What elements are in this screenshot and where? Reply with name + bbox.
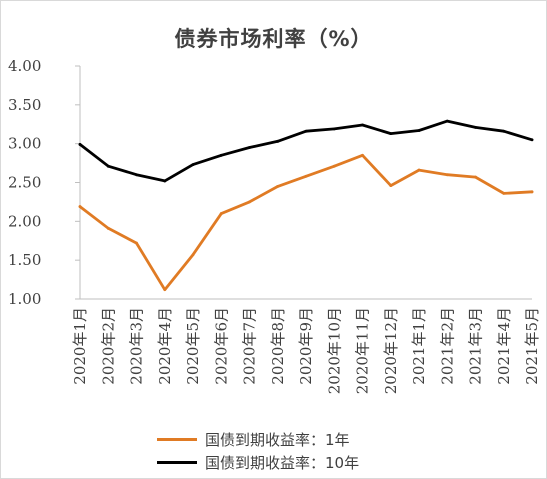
data-point-10y bbox=[389, 132, 393, 135]
data-point-10y bbox=[417, 129, 421, 132]
data-point-1y bbox=[163, 288, 167, 292]
y-tick-label: 1.00 bbox=[8, 290, 41, 308]
x-tick-label: 2021年5月 bbox=[523, 307, 541, 385]
data-point-1y bbox=[445, 173, 449, 177]
x-tick-label: 2020年6月 bbox=[212, 307, 230, 385]
data-point-10y bbox=[248, 146, 251, 149]
y-tick-label: 4.00 bbox=[8, 57, 41, 75]
x-tick-label: 2020年12月 bbox=[382, 307, 400, 394]
data-point-1y bbox=[474, 175, 477, 179]
data-point-10y bbox=[191, 163, 195, 167]
data-point-1y bbox=[135, 241, 138, 245]
data-point-1y bbox=[78, 205, 82, 208]
data-point-1y bbox=[276, 184, 280, 188]
legend-label-1y: 国债到期收益率：1年 bbox=[205, 431, 350, 449]
legend-swatch-1y bbox=[157, 438, 197, 441]
x-tick-label: 2020年1月 bbox=[71, 307, 89, 385]
y-tick-label: 3.50 bbox=[8, 96, 41, 114]
data-point-10y bbox=[276, 139, 280, 143]
data-point-1y bbox=[332, 164, 336, 168]
data-point-10y bbox=[361, 123, 364, 127]
x-tick-label: 2020年8月 bbox=[269, 307, 287, 385]
x-tick-label: 2021年1月 bbox=[410, 307, 428, 385]
chart-title: 债券市场利率（%） bbox=[174, 27, 373, 51]
data-point-1y bbox=[106, 226, 110, 230]
x-tick-label: 2020年7月 bbox=[241, 307, 259, 385]
x-tick-label: 2020年10月 bbox=[325, 307, 343, 394]
data-point-10y bbox=[474, 125, 477, 129]
x-tick-label: 2020年2月 bbox=[99, 307, 117, 385]
data-point-1y bbox=[304, 174, 308, 178]
x-tick-label: 2020年3月 bbox=[128, 307, 146, 385]
x-tick-label: 2021年3月 bbox=[467, 307, 485, 385]
data-point-1y bbox=[389, 184, 393, 188]
data-point-10y bbox=[445, 119, 449, 123]
data-point-1y bbox=[248, 200, 251, 204]
y-tick-label: 3.00 bbox=[8, 135, 41, 153]
data-point-1y bbox=[219, 212, 223, 215]
data-point-10y bbox=[502, 129, 506, 133]
y-tick-label: 2.50 bbox=[8, 174, 41, 192]
data-point-10y bbox=[304, 129, 308, 133]
data-point-10y bbox=[135, 173, 138, 177]
data-point-10y bbox=[219, 153, 223, 157]
data-point-1y bbox=[361, 153, 364, 157]
y-tick-label: 2.00 bbox=[8, 212, 41, 230]
x-tick-label: 2020年5月 bbox=[184, 307, 202, 385]
x-tick-label: 2021年2月 bbox=[438, 307, 456, 385]
data-point-10y bbox=[78, 143, 82, 146]
legend-item-1y: 国债到期收益率：1年 bbox=[157, 429, 350, 450]
x-tick-label: 2020年11月 bbox=[354, 307, 372, 394]
legend-swatch-10y bbox=[157, 461, 197, 464]
data-point-1y bbox=[530, 190, 534, 194]
legend-item-10y: 国债到期收益率：10年 bbox=[157, 452, 359, 473]
data-point-10y bbox=[163, 179, 167, 183]
data-point-1y bbox=[417, 168, 421, 172]
x-tick-label: 2021年4月 bbox=[495, 307, 513, 385]
data-point-10y bbox=[106, 164, 110, 168]
data-point-1y bbox=[191, 253, 195, 257]
data-point-10y bbox=[530, 138, 534, 142]
data-point-10y bbox=[332, 127, 336, 131]
x-tick-label: 2020年4月 bbox=[156, 307, 174, 385]
data-point-1y bbox=[502, 191, 506, 195]
y-tick-label: 1.50 bbox=[8, 251, 41, 269]
legend-label-10y: 国债到期收益率：10年 bbox=[205, 454, 360, 472]
x-tick-label: 2020年9月 bbox=[297, 307, 315, 385]
